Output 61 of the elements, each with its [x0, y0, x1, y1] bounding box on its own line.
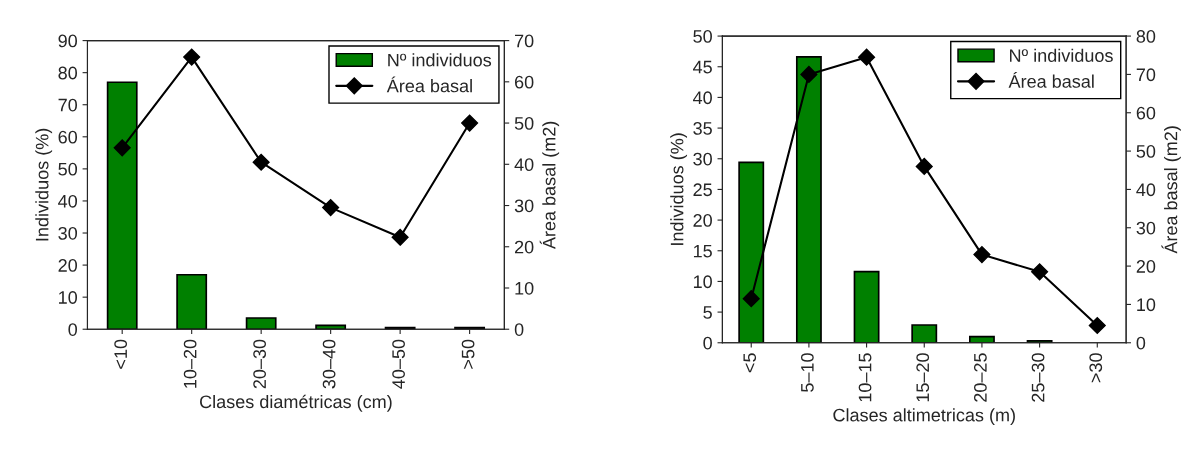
- x-tick-label: 10–20: [183, 339, 197, 388]
- y2-tick-label: 40: [514, 158, 534, 172]
- y-tick-label: 30: [58, 226, 78, 240]
- y2-tick-label: 60: [515, 75, 534, 89]
- y2-tick-label: 10: [515, 281, 534, 295]
- y-tick-label: 60: [58, 130, 78, 144]
- x-tick-label: <5: [743, 353, 757, 373]
- x-tick-label: 40–50: [392, 339, 405, 389]
- y2-tick-label: 50: [1136, 145, 1156, 158]
- x-tick-label: 5–10: [800, 353, 814, 392]
- y-tick-label: 25: [693, 183, 712, 197]
- y-tick-label: 10: [693, 275, 712, 289]
- y2-axis-title: Área basal (m2): [1161, 126, 1181, 254]
- y-tick-label: 40: [693, 91, 712, 105]
- y-tick-label: 50: [58, 162, 78, 176]
- x-axis-title: Clases altimetricas (m): [833, 408, 1015, 426]
- x-tick-label: 30–40: [322, 339, 336, 389]
- legend-label: Área basal: [386, 76, 472, 93]
- x-axis-title: Clases diamétricas (cm): [200, 394, 392, 412]
- y2-tick-label: 30: [514, 199, 534, 213]
- x-tick-label: 20–25: [973, 353, 987, 402]
- y-tick-label: 50: [693, 30, 712, 43]
- y2-tick-label: 20: [514, 240, 534, 254]
- x-tick-label: >50: [461, 339, 475, 369]
- y-tick-label: 5: [703, 306, 712, 319]
- y-tick-label: 90: [58, 34, 78, 48]
- y2-tick-label: 40: [1136, 183, 1156, 197]
- x-tick-label: 15–20: [916, 353, 930, 402]
- y-tick-label: 80: [58, 66, 78, 80]
- x-tick-label: >30: [1089, 353, 1103, 383]
- y-tick-label: 15: [693, 244, 712, 258]
- y2-tick-label: 0: [514, 323, 524, 336]
- y2-tick-label: 50: [514, 116, 534, 130]
- x-tick-label: 20–30: [253, 339, 267, 389]
- y2-tick-label: 30: [1136, 221, 1156, 235]
- y-axis-title: Individuos (%): [670, 133, 688, 245]
- x-tick-label: 25–30: [1031, 353, 1045, 402]
- y2-axis-title: Área basal (m2): [539, 121, 560, 250]
- y-tick-label: 40: [58, 194, 78, 208]
- y-tick-label: 20: [693, 214, 712, 227]
- y2-tick-label: 60: [1136, 106, 1156, 120]
- legend-label: Nº individuos: [388, 53, 492, 67]
- y-tick-label: 0: [68, 323, 78, 336]
- y-tick-label: 70: [58, 98, 78, 112]
- y2-tick-label: 70: [1136, 68, 1156, 82]
- y2-tick-label: 10: [1137, 298, 1156, 312]
- y2-tick-label: 70: [515, 34, 534, 48]
- y-tick-label: 35: [693, 122, 712, 135]
- y2-tick-label: 0: [1136, 336, 1146, 350]
- y-tick-label: 20: [58, 259, 78, 272]
- y-axis-title: Individuos (%): [35, 128, 53, 241]
- y-tick-label: 45: [693, 60, 712, 74]
- y-tick-label: 30: [693, 152, 712, 166]
- y-tick-label: 0: [703, 336, 712, 350]
- x-tick-label: 10–15: [858, 353, 872, 402]
- y2-tick-label: 20: [1136, 260, 1156, 273]
- x-tick-label: <10: [114, 339, 128, 369]
- y-tick-label: 10: [59, 291, 78, 304]
- legend-label: Nº individuos: [1010, 48, 1113, 62]
- legend-label: Área basal: [1008, 72, 1094, 88]
- y2-tick-label: 80: [1136, 30, 1156, 43]
